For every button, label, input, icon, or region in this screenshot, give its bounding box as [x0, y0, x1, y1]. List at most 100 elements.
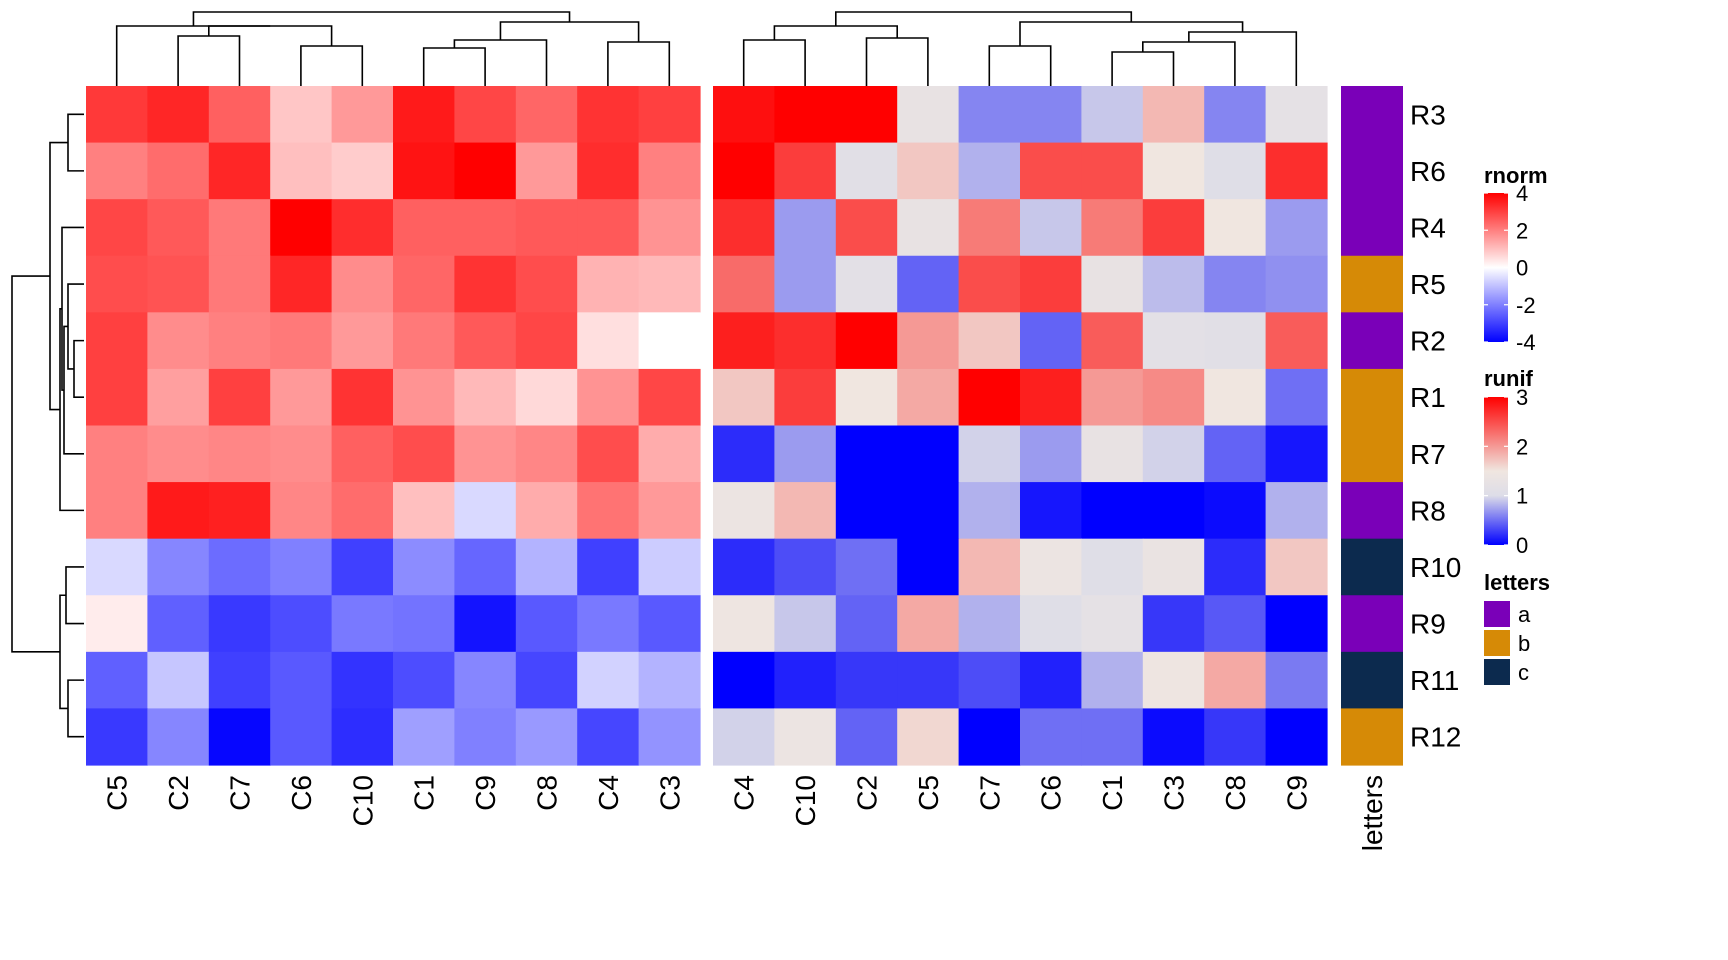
cell-runif-R11-C9 [1265, 651, 1328, 710]
cell-rnorm-R6-C6 [270, 142, 333, 200]
row-label: R3 [1410, 99, 1446, 130]
cell-runif-R5-C3 [1142, 255, 1205, 313]
cell-runif-R5-C8 [1204, 255, 1267, 313]
cell-runif-R8-C1 [1081, 482, 1144, 540]
cell-rnorm-R5-C7 [208, 255, 271, 313]
cell-rnorm-R11-C2 [147, 651, 210, 710]
legend-label-b: b [1518, 631, 1530, 656]
cell-runif-R9-C5 [897, 595, 960, 653]
cell-runif-R10-C6 [1020, 538, 1082, 596]
runif-legend-title: runif [1484, 366, 1534, 391]
cell-rnorm-R11-C3 [638, 651, 701, 710]
cell-runif-R6-C7 [958, 142, 1021, 200]
cell-runif-R9-C9 [1265, 595, 1328, 653]
cell-runif-R3-C9 [1265, 86, 1328, 144]
cell-rnorm-R4-C5 [86, 199, 148, 257]
annotation-cell-R9 [1341, 595, 1403, 653]
column-dendrogram-rnorm-branch [177, 35, 241, 86]
row-dendrogram-branch [67, 113, 84, 172]
column-dendrogram-runif-branch [988, 45, 1052, 86]
cell-rnorm-R3-C9 [454, 86, 517, 144]
row-dendrogram-branch [73, 339, 84, 399]
cell-rnorm-R1-C5 [86, 368, 148, 427]
row-dendrogram-branch [67, 283, 84, 370]
legend-swatch-c [1484, 659, 1510, 685]
column-dendrogram-rnorm-branch [453, 39, 548, 86]
cell-rnorm-R2-C3 [638, 312, 701, 370]
cell-rnorm-R10-C1 [393, 538, 455, 596]
cell-rnorm-R1-C7 [208, 368, 271, 427]
cell-runif-R12-C9 [1265, 708, 1328, 766]
cell-rnorm-R10-C7 [208, 538, 271, 596]
annotation-cell-R10 [1341, 538, 1403, 596]
cell-rnorm-R4-C9 [454, 199, 517, 257]
row-label: R11 [1410, 665, 1459, 696]
cell-runif-R1-C2 [835, 368, 898, 427]
cell-rnorm-R6-C5 [86, 142, 148, 200]
cell-rnorm-R10-C4 [577, 538, 640, 596]
cell-runif-R2-C2 [835, 312, 898, 370]
cell-runif-R12-C4 [713, 708, 775, 766]
cell-runif-R2-C5 [897, 312, 960, 370]
heatmap-runif [713, 86, 1328, 766]
legend-label-a: a [1518, 602, 1531, 627]
cell-rnorm-R4-C2 [147, 199, 210, 257]
cell-rnorm-R9-C4 [577, 595, 640, 653]
cell-runif-R6-C10 [774, 142, 837, 200]
cell-rnorm-R5-C6 [270, 255, 333, 313]
cell-runif-R6-C2 [835, 142, 898, 200]
cell-runif-R9-C3 [1142, 595, 1205, 653]
cell-runif-R10-C1 [1081, 538, 1144, 596]
cell-runif-R3-C10 [774, 86, 837, 144]
runif-tick-label: 3 [1516, 385, 1528, 410]
cell-rnorm-R6-C8 [515, 142, 578, 200]
cell-rnorm-R2-C2 [147, 312, 210, 370]
column-label: C10 [790, 775, 821, 826]
cell-rnorm-R10-C8 [515, 538, 578, 596]
cell-runif-R8-C7 [958, 482, 1021, 540]
column-label: C1 [1097, 775, 1128, 811]
cell-rnorm-R12-C7 [208, 708, 271, 766]
cell-rnorm-R4-C8 [515, 199, 578, 257]
cell-rnorm-R11-C5 [86, 651, 148, 710]
cell-runif-R6-C6 [1020, 142, 1082, 200]
column-label: C2 [852, 775, 883, 811]
cell-runif-R3-C4 [713, 86, 775, 144]
column-dendrogram-runif-branch [1111, 51, 1175, 86]
row-dendrogram-branch [11, 275, 60, 653]
cell-rnorm-R12-C3 [638, 708, 701, 766]
cell-runif-R8-C5 [897, 482, 960, 540]
cell-rnorm-R9-C7 [208, 595, 271, 653]
cell-rnorm-R2-C1 [393, 312, 455, 370]
cell-rnorm-R5-C2 [147, 255, 210, 313]
cell-rnorm-R11-C9 [454, 651, 517, 710]
cell-rnorm-R1-C6 [270, 368, 333, 427]
annotation-cell-R5 [1341, 255, 1403, 313]
cell-runif-R10-C10 [774, 538, 837, 596]
cell-runif-R3-C6 [1020, 86, 1082, 144]
cell-rnorm-R7-C6 [270, 425, 333, 483]
cell-rnorm-R4-C10 [331, 199, 394, 257]
rnorm-tick-label: 4 [1516, 181, 1528, 206]
cell-rnorm-R10-C10 [331, 538, 394, 596]
cell-rnorm-R3-C10 [331, 86, 394, 144]
cell-runif-R11-C5 [897, 651, 960, 710]
cell-rnorm-R4-C6 [270, 199, 333, 257]
cell-runif-R2-C4 [713, 312, 775, 370]
cell-rnorm-R6-C1 [393, 142, 455, 200]
annotation-cell-R12 [1341, 708, 1403, 766]
cell-runif-R2-C10 [774, 312, 837, 370]
cell-rnorm-R3-C2 [147, 86, 210, 144]
column-label: C9 [1281, 775, 1312, 811]
cell-runif-R5-C5 [897, 255, 960, 313]
cell-rnorm-R2-C10 [331, 312, 394, 370]
cell-runif-R11-C4 [713, 651, 775, 710]
cell-rnorm-R12-C5 [86, 708, 148, 766]
column-dendrogram-runif-branch [865, 37, 929, 86]
cell-runif-R7-C5 [897, 425, 960, 483]
cell-rnorm-R4-C1 [393, 199, 455, 257]
cell-rnorm-R9-C9 [454, 595, 517, 653]
cell-rnorm-R5-C3 [638, 255, 701, 313]
cell-runif-R1-C1 [1081, 368, 1144, 427]
